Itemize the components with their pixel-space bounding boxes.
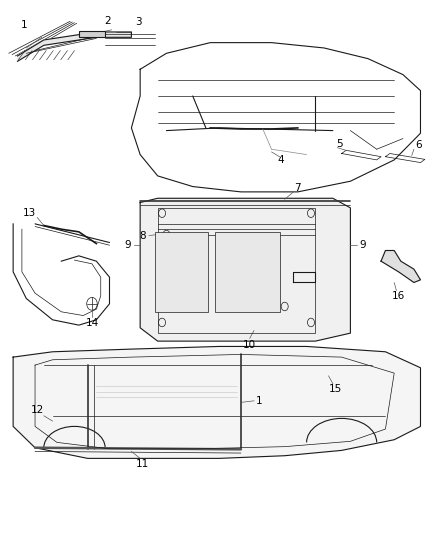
Text: 1: 1 — [21, 20, 28, 30]
Text: 8: 8 — [139, 231, 146, 240]
Text: 16: 16 — [392, 291, 405, 301]
Text: 12: 12 — [31, 406, 44, 415]
Text: 6: 6 — [415, 140, 422, 150]
Text: 4: 4 — [277, 155, 284, 165]
Text: 1: 1 — [256, 396, 263, 406]
Bar — [215, 232, 280, 312]
Polygon shape — [381, 251, 420, 282]
Polygon shape — [18, 32, 131, 61]
Text: 9: 9 — [359, 240, 366, 250]
Polygon shape — [13, 346, 420, 458]
Text: 13: 13 — [23, 208, 36, 218]
Text: 3: 3 — [134, 18, 141, 27]
Text: 9: 9 — [124, 240, 131, 250]
Bar — [158, 208, 315, 333]
Text: 11: 11 — [136, 459, 149, 469]
Text: 14: 14 — [85, 318, 99, 328]
Text: 10: 10 — [243, 341, 256, 350]
Bar — [79, 31, 105, 37]
Text: 2: 2 — [104, 17, 111, 26]
Polygon shape — [140, 198, 350, 341]
Bar — [155, 232, 208, 312]
Text: 15: 15 — [328, 384, 342, 394]
Text: 7: 7 — [294, 183, 301, 192]
Text: 5: 5 — [336, 139, 343, 149]
